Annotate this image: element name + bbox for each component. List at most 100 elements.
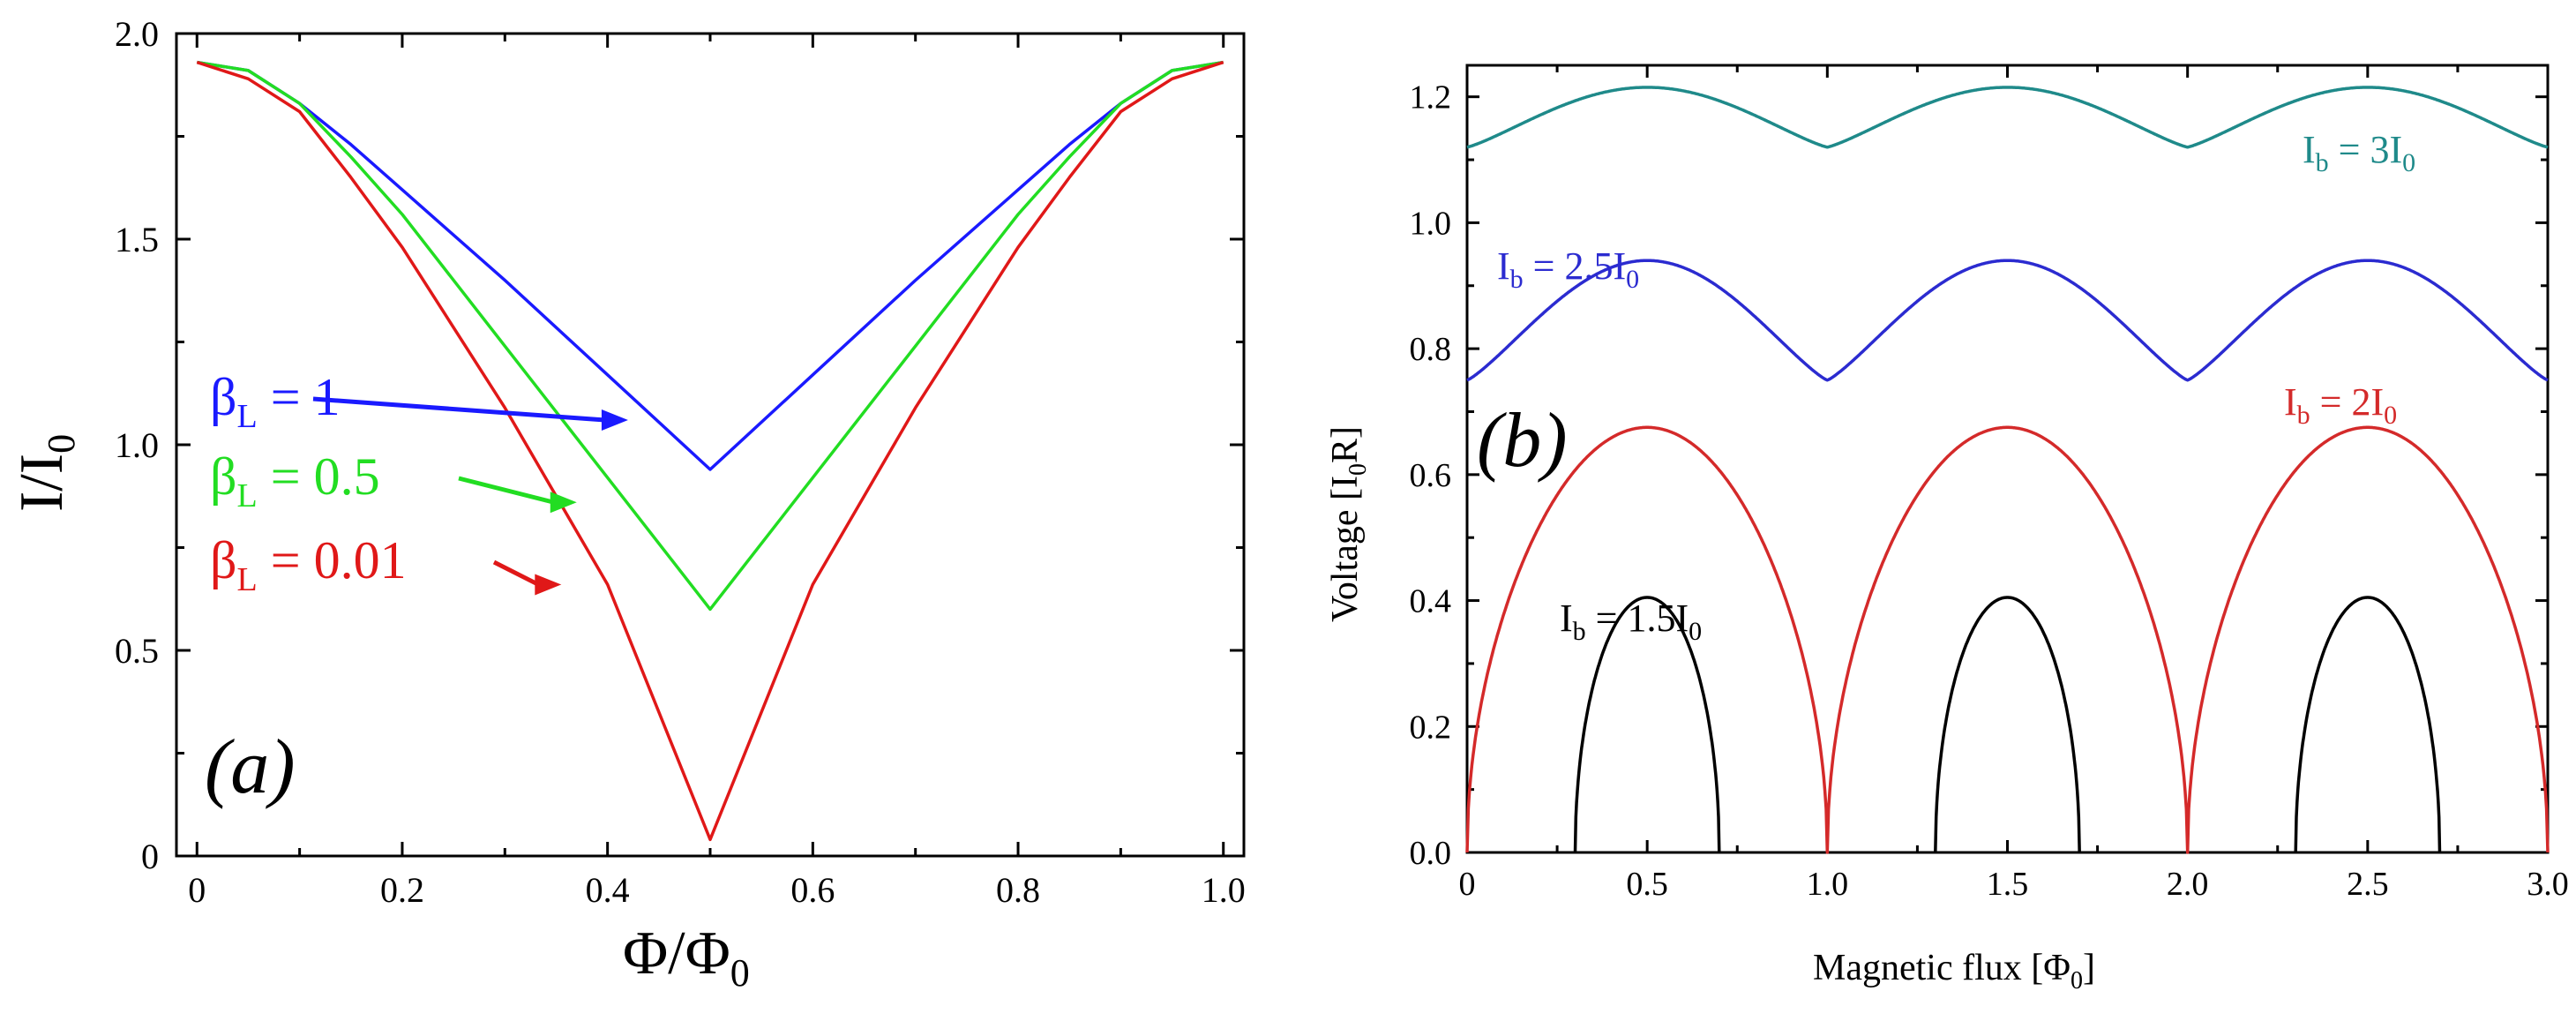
b-y-tick-label: 0.6: [1410, 457, 1452, 494]
b-y-label-end: R]: [1325, 426, 1366, 463]
b-series-line-0: [1466, 86, 2549, 149]
y-label-slash: /: [8, 474, 76, 492]
a-legend-arrow-shaft-0: [312, 396, 606, 423]
panel-a-x-axis-label: Φ/Φ0: [623, 920, 750, 995]
b-y-tick-label: 0.2: [1410, 709, 1452, 746]
b-x-tick-label: 1.5: [1987, 866, 2029, 903]
b-x-tick-label: 1.0: [1807, 866, 1849, 903]
b-x-tick-label: 3.0: [2527, 866, 2569, 903]
a-legend-label-2: βL = 0.01: [210, 531, 407, 598]
b-y-label-main: Voltage [I: [1325, 476, 1366, 622]
a-x-tick-label: 0.8: [996, 870, 1040, 910]
b-y-tick-label: 1.2: [1410, 79, 1452, 116]
a-legend-arrow-shaft-2: [492, 559, 540, 587]
a-legend-beta: β: [210, 368, 237, 426]
a-y-tick-label: 1.5: [115, 220, 159, 259]
b-label-value: = 2.5I: [1524, 244, 1626, 288]
x-label-slash: /: [668, 920, 685, 987]
a-legend-arrow-shaft-1: [458, 476, 555, 505]
panel-a-label: (a): [205, 724, 296, 810]
b-label-sub: b: [1510, 265, 1524, 294]
a-y-tick-label: 0.5: [115, 631, 159, 671]
b-x-label-main: Magnetic flux [Φ: [1813, 948, 2071, 988]
b-label-sub2: 0: [2384, 401, 2397, 430]
panel-b-y-ticks: 0.0 0.2 0.4 0.6 0.8 1.0 1.2: [1410, 79, 2548, 872]
b-label-sub: b: [2297, 401, 2310, 430]
b-x-label-sub: 0: [2071, 967, 2083, 995]
b-label-sub: b: [1573, 617, 1586, 646]
panel-a-y-axis-label: I/I0: [8, 434, 83, 512]
a-series-line-1: [197, 60, 1224, 612]
b-y-tick-label: 0.8: [1410, 331, 1452, 368]
a-legend-label-0: βL = 1: [210, 368, 341, 435]
a-legend-value: = 1: [258, 368, 341, 426]
b-series-label-0: Ib = 3I0: [2303, 128, 2415, 177]
panel-b-x-axis-label: Magnetic flux [Φ0]: [1813, 948, 2095, 995]
b-series-line-1: [1466, 259, 2549, 382]
b-y-label-sub: 0: [1344, 463, 1372, 476]
b-label-sub2: 0: [1689, 617, 1702, 646]
b-label-i: I: [2284, 380, 2297, 424]
b-label-sub: b: [2316, 148, 2329, 177]
a-x-tick-label: 1.0: [1202, 870, 1246, 910]
a-legend-sub: L: [237, 561, 258, 598]
b-label-value: = 1.5I: [1586, 597, 1689, 640]
y-label-i: I: [8, 492, 76, 512]
panel-b-y-axis-label: Voltage [I0R]: [1325, 426, 1372, 622]
b-series-line-2: [1465, 425, 2550, 854]
panel-b: 0 0.5 1.0 1.5 2.0 2.5 3.0 0.0 0.2 0.4 0.6 0.8 1.0 1.…: [1325, 64, 2569, 995]
a-legend-sub: L: [237, 398, 258, 435]
b-y-tick-label: 0.4: [1410, 583, 1452, 620]
b-label-value: = 3I: [2329, 128, 2402, 171]
b-x-label-end: ]: [2083, 948, 2095, 988]
y-label-sub: 0: [40, 434, 83, 454]
a-x-tick-label: 0: [188, 870, 206, 910]
x-label-phi: Φ: [623, 920, 668, 987]
y-label-i0: I: [8, 454, 76, 474]
b-label-sub2: 0: [2402, 148, 2415, 177]
a-x-tick-label: 0.6: [790, 870, 835, 910]
panel-a: 0 0.2 0.4 0.6 0.8 1.0 00.51.01.52.0 βL = 1βL …: [8, 14, 1246, 995]
a-legend-beta: β: [210, 531, 237, 589]
b-series-label-2: Ib = 2I0: [2284, 380, 2397, 430]
a-y-tick-label: 1.0: [115, 425, 159, 465]
panel-b-frame: [1465, 64, 2550, 854]
x-label-sub: 0: [730, 951, 750, 995]
b-series-line-3: [1573, 596, 2442, 853]
b-x-tick-label: 0: [1459, 866, 1476, 903]
a-legend-label-1: βL = 0.5: [210, 447, 380, 514]
b-x-tick-label: 2.0: [2167, 866, 2209, 903]
b-label-i: I: [1497, 244, 1510, 288]
a-legend-value: = 0.01: [258, 531, 407, 589]
a-y-tick-label: 0: [141, 837, 159, 876]
a-legend-sub: L: [237, 477, 258, 514]
b-label-sub2: 0: [1626, 265, 1639, 294]
b-series-label-1: Ib = 2.5I0: [1497, 244, 1639, 294]
panel-a-annotations: βL = 1βL = 0.5βL = 0.01: [210, 368, 628, 598]
b-y-tick-label: 0.0: [1410, 835, 1452, 872]
panel-b-label: (b): [1477, 398, 1568, 484]
b-x-tick-label: 0.5: [1626, 866, 1668, 903]
b-y-tick-label: 1.0: [1410, 205, 1452, 242]
a-x-tick-label: 0.4: [586, 870, 630, 910]
panel-b-curves: [1465, 86, 2550, 854]
a-legend-value: = 0.5: [258, 447, 380, 506]
x-label-phi0: Φ: [685, 920, 730, 987]
a-y-tick-label: 2.0: [115, 14, 159, 54]
panel-a-y-ticks: 0 0.5 1.0 1.5 2.0: [115, 14, 1244, 876]
a-series-line-0: [197, 60, 1224, 471]
b-x-tick-label: 2.5: [2347, 866, 2389, 903]
a-x-tick-label: 0.2: [380, 870, 424, 910]
b-label-i: I: [2303, 128, 2316, 171]
a-legend-arrow-head-1: [550, 492, 577, 514]
panel-a-curves: [196, 60, 1224, 842]
b-label-i: I: [1560, 597, 1573, 640]
a-legend-arrow-head-2: [535, 574, 562, 596]
a-series-line-2: [196, 60, 1224, 842]
panel-a-x-ticks: 0 0.2 0.4 0.6 0.8 1.0: [188, 34, 1246, 910]
a-legend-beta: β: [210, 447, 237, 506]
b-label-value: = 2I: [2310, 380, 2384, 424]
b-series-label-3: Ib = 1.5I0: [1560, 597, 1702, 646]
